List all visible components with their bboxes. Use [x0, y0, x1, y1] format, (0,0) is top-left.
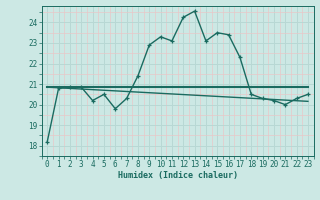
X-axis label: Humidex (Indice chaleur): Humidex (Indice chaleur) [118, 171, 237, 180]
